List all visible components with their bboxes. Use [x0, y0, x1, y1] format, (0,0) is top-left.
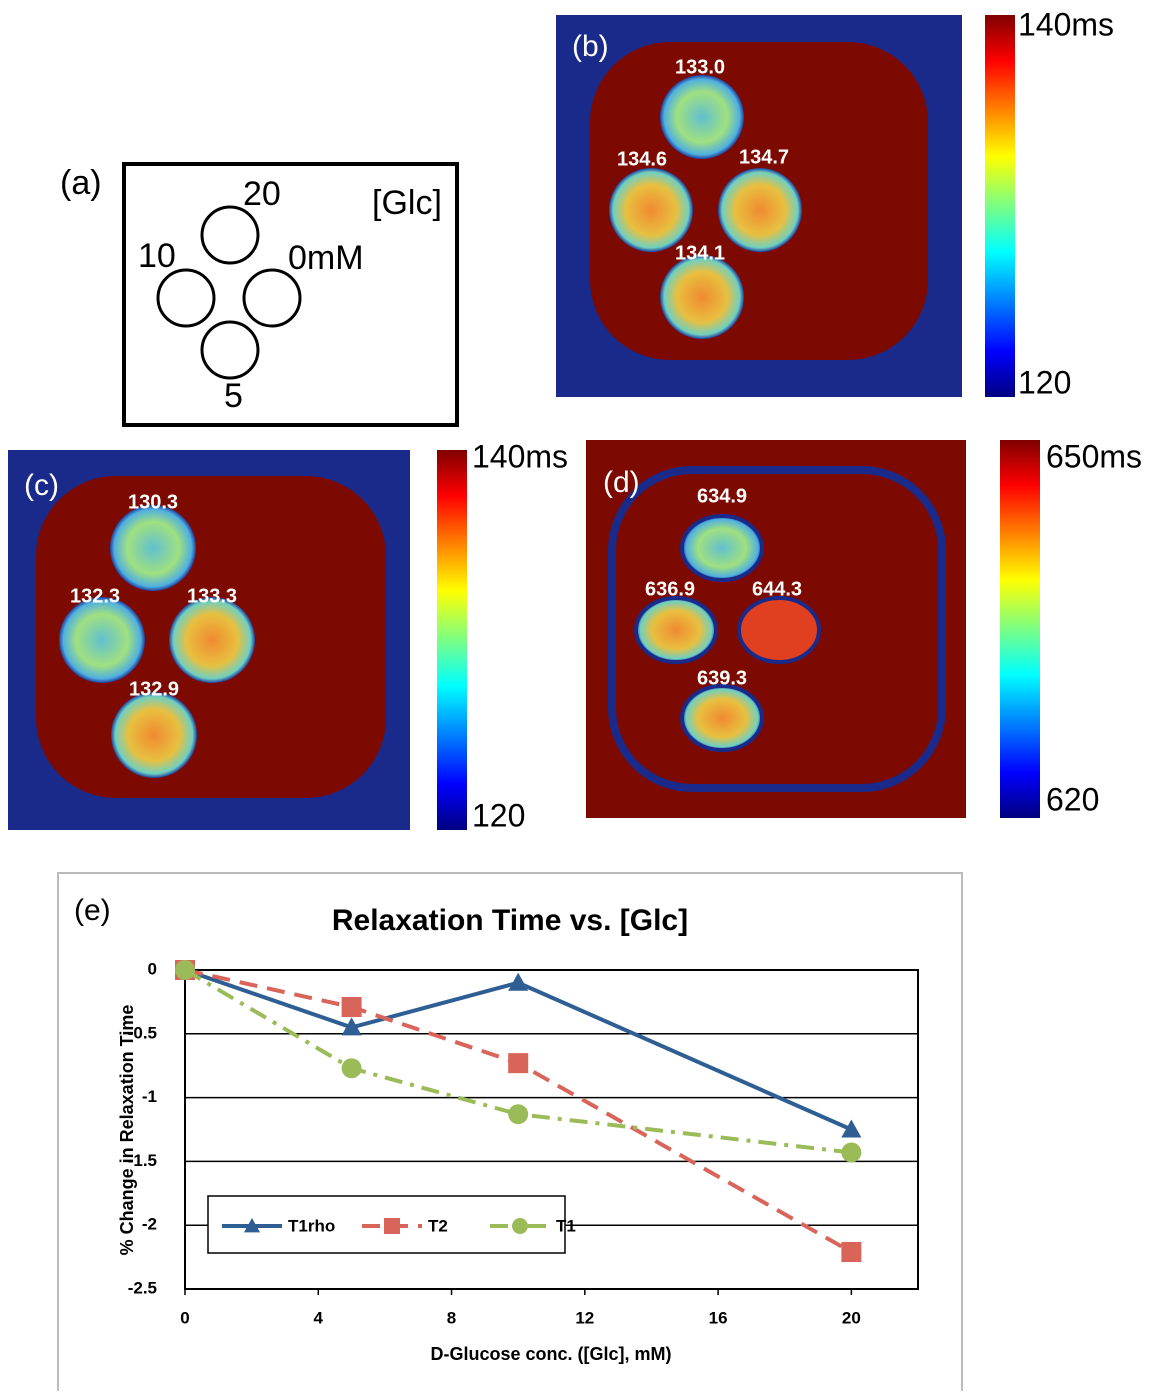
value-label: 644.3 [752, 578, 802, 600]
panel-label: (b) [572, 30, 609, 63]
colorbar [1000, 440, 1040, 818]
tube-map [737, 596, 821, 664]
panel-label: (c) [24, 469, 59, 502]
tube-map [59, 597, 145, 683]
unit-label: [Glc] [372, 184, 442, 222]
tube-map [169, 597, 255, 683]
value-label: 133.0 [675, 56, 725, 78]
colorbar-min: 620 [1046, 781, 1099, 817]
series-line [184, 968, 853, 1254]
tube-map [718, 168, 802, 252]
panel-d: (d) 634.9 636.9 644.3 639.3 650ms 620 [586, 438, 1142, 818]
tube [200, 320, 260, 380]
colorbar-max: 140ms [472, 438, 568, 474]
marker [341, 1058, 362, 1079]
legend-label: T1rho [288, 1216, 335, 1235]
y-tick-label: 0 [148, 959, 157, 978]
y-tick-label: -2 [142, 1215, 157, 1234]
tube-map [609, 168, 693, 252]
marker [341, 1017, 362, 1036]
y-tick-label: -1 [142, 1087, 157, 1106]
conc-label: 20 [243, 175, 281, 213]
x-axis-label: D-Glucose conc. ([Glc], mM) [430, 1344, 671, 1364]
marker [508, 1104, 529, 1125]
x-tick-label: 0 [180, 1308, 189, 1327]
series-line [184, 968, 853, 1132]
marker [341, 997, 362, 1018]
value-label: 134.7 [739, 146, 789, 168]
tube-map [660, 75, 744, 159]
value-label: 636.9 [645, 578, 695, 600]
y-axis-label: % Change in Relaxation Time [117, 1005, 137, 1256]
value-label: 132.3 [70, 585, 120, 607]
panel-a: (a) 20 10 0mM 5 [Glc] [60, 162, 459, 427]
chart-title: Relaxation Time vs. [Glc] [332, 904, 688, 937]
conc-label: 10 [138, 237, 176, 275]
panel-b: (b) 133.0 134.6 134.7 134.1 140ms 120 [556, 6, 1114, 400]
colorbar-min: 120 [1018, 364, 1071, 400]
legend-label: T1 [556, 1216, 576, 1235]
panel-label: (e) [74, 894, 111, 927]
marker [841, 1142, 862, 1163]
conc-label: 5 [224, 377, 243, 415]
x-tick-label: 12 [575, 1308, 594, 1327]
phantom-edge [608, 466, 946, 792]
x-tick-label: 8 [447, 1308, 456, 1327]
marker [384, 1218, 400, 1234]
panel-c: (c) 130.3 132.3 133.3 132.9 140ms 120 [8, 438, 568, 833]
tube-map [110, 505, 196, 591]
colorbar [985, 15, 1015, 397]
legend-label: T2 [428, 1216, 448, 1235]
x-tick-label: 20 [842, 1308, 861, 1327]
series-line [183, 968, 852, 1155]
value-label: 133.3 [187, 585, 237, 607]
tube-map [634, 596, 718, 664]
value-label: 134.1 [675, 242, 725, 264]
colorbar-max: 140ms [1018, 6, 1114, 42]
y-tick-label: -2.5 [128, 1278, 157, 1297]
marker [841, 1241, 862, 1262]
plot-area [184, 969, 919, 1290]
tube-map [680, 514, 764, 582]
value-label: 639.3 [697, 667, 747, 689]
value-label: 134.6 [617, 148, 667, 170]
panel-label: (d) [603, 466, 640, 499]
x-tick-label: 4 [314, 1308, 324, 1327]
value-label: 130.3 [128, 491, 178, 513]
colorbar-min: 120 [472, 797, 525, 833]
colorbar-max: 650ms [1046, 438, 1142, 474]
phantom-box [122, 162, 459, 427]
tube [156, 268, 216, 328]
tube-map [111, 692, 197, 778]
x-tick-label: 16 [709, 1308, 728, 1327]
colorbar [437, 450, 467, 830]
tube [200, 205, 260, 265]
y-tick-label: -1.5 [128, 1151, 157, 1170]
value-label: 132.9 [129, 678, 179, 700]
marker [508, 1053, 529, 1074]
marker [175, 960, 195, 980]
tube-map [680, 684, 764, 752]
chart-frame [57, 872, 963, 1396]
marker [244, 1218, 260, 1233]
marker [508, 972, 529, 991]
value-label: 634.9 [697, 485, 747, 507]
tube-map [660, 255, 744, 339]
conc-label: 0mM [288, 239, 364, 277]
tube [242, 268, 302, 328]
y-tick-label: -0.5 [128, 1023, 157, 1042]
marker [841, 1119, 862, 1138]
marker [512, 1218, 528, 1234]
panel-label: (a) [60, 164, 102, 202]
